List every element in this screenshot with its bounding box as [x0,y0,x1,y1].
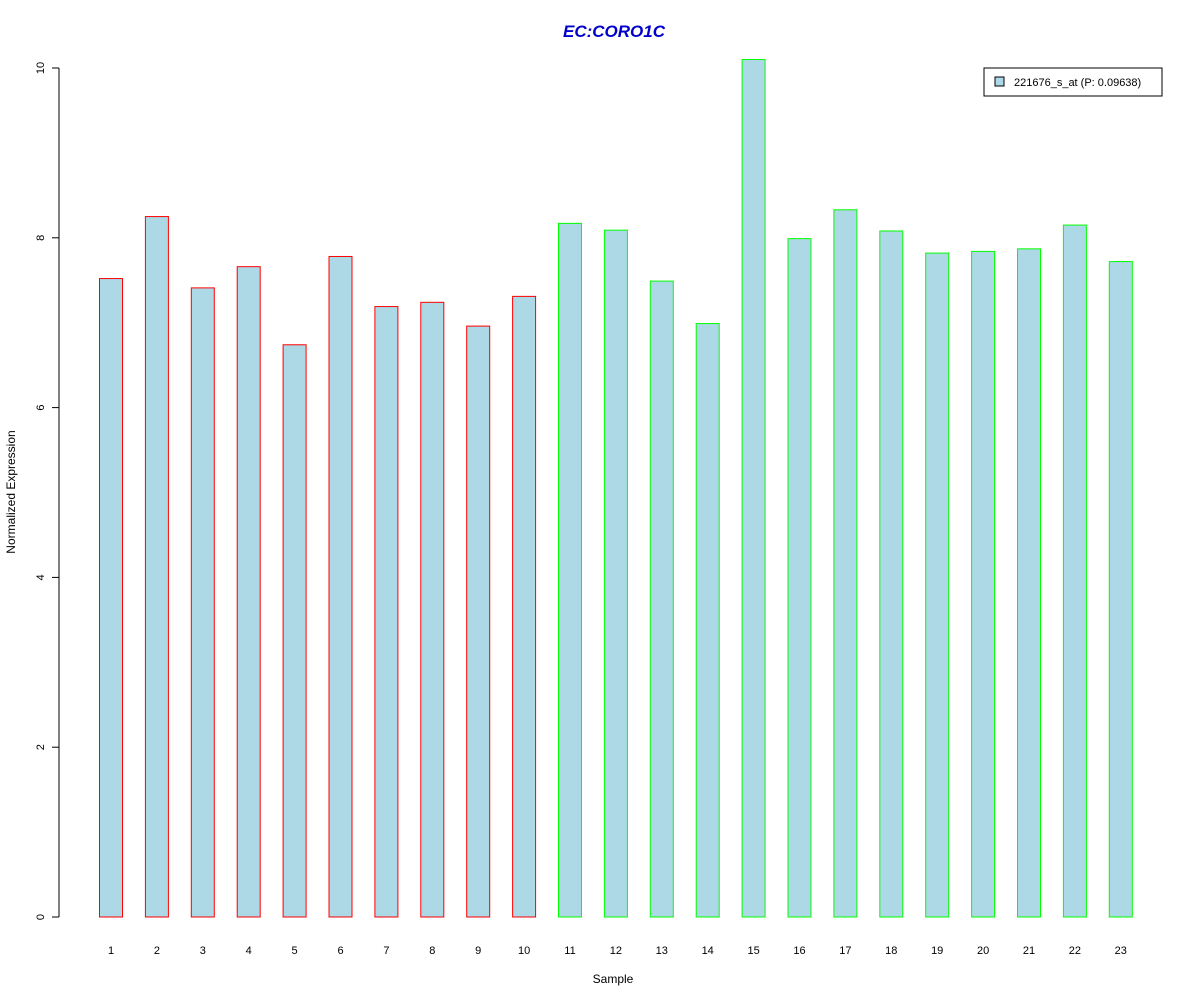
x-tick-label: 14 [702,945,714,957]
x-tick-label: 8 [429,945,435,957]
x-tick-label: 21 [1023,945,1035,957]
bars [99,59,1133,918]
x-tick-label: 11 [564,945,575,957]
x-tick-label: 12 [610,945,622,957]
y-tick-label: 4 [35,574,47,580]
bar-sample-7 [374,306,399,918]
bar-sample-21 [1017,248,1041,918]
bar-sample-5 [282,344,307,918]
bar-sample-22 [1062,224,1087,918]
x-tick-label: 16 [793,945,805,957]
x-tick-label: 23 [1115,945,1127,957]
bar-sample-11 [558,222,582,918]
x-tick-label: 15 [747,945,759,957]
bar-sample-3 [190,287,215,918]
x-tick-label: 3 [200,945,206,957]
y-tick-label: 6 [35,405,47,411]
legend-swatch [994,76,1005,87]
x-tick-label: 5 [292,945,298,957]
bar-sample-8 [420,301,445,918]
bar-sample-6 [328,255,353,918]
chart-title: EC:CORO1C [563,22,666,41]
x-tick-label: 9 [475,945,481,957]
x-tick-label: 4 [246,945,252,957]
bar-sample-12 [603,229,628,918]
y-axis-label: Normalized Expression [4,430,18,553]
bar-sample-19 [925,252,950,918]
x-tick-label: 20 [977,945,989,957]
x-tick-label: 6 [337,945,343,957]
bar-sample-17 [833,209,858,918]
x-tick-label: 17 [839,945,851,957]
bar-sample-16 [787,238,812,918]
y-tick-label: 2 [35,744,47,750]
bar-sample-2 [144,216,169,918]
x-tick-label: 7 [383,945,389,957]
x-tick-label: 1 [108,945,114,957]
bar-sample-14 [695,323,720,918]
y-tick-label: 8 [35,235,47,241]
legend-box [983,67,1163,97]
bar-sample-9 [466,325,491,918]
bar-sample-15 [741,59,766,918]
bar-sample-18 [879,230,904,918]
legend-label: 221676_s_at (P: 0.09638) [1014,77,1141,89]
bar-sample-10 [512,295,537,918]
y-tick-label: 10 [35,62,47,74]
x-axis-label: Sample [593,972,634,986]
y-tick-label: 0 [35,914,47,920]
bar-sample-13 [649,280,674,918]
bar-sample-23 [1108,261,1133,918]
x-tick-label: 22 [1069,945,1081,957]
x-axis-tick-labels: 1 2 3 4 5 6 7 8 9 10 11 12 13 14 15 16 17 18 19 20 21 22 23 [108,945,1127,957]
x-tick-label: 19 [931,945,943,957]
bar-sample-1 [99,278,123,918]
y-axis: 0 2 4 6 8 10 [35,62,60,920]
x-tick-label: 2 [154,945,160,957]
x-tick-label: 13 [656,945,668,957]
x-tick-label: 10 [518,945,530,957]
bar-sample-4 [236,266,261,918]
legend: 221676_s_at (P: 0.09638) [983,67,1163,97]
bar-sample-20 [971,250,996,918]
x-tick-label: 18 [885,945,897,957]
